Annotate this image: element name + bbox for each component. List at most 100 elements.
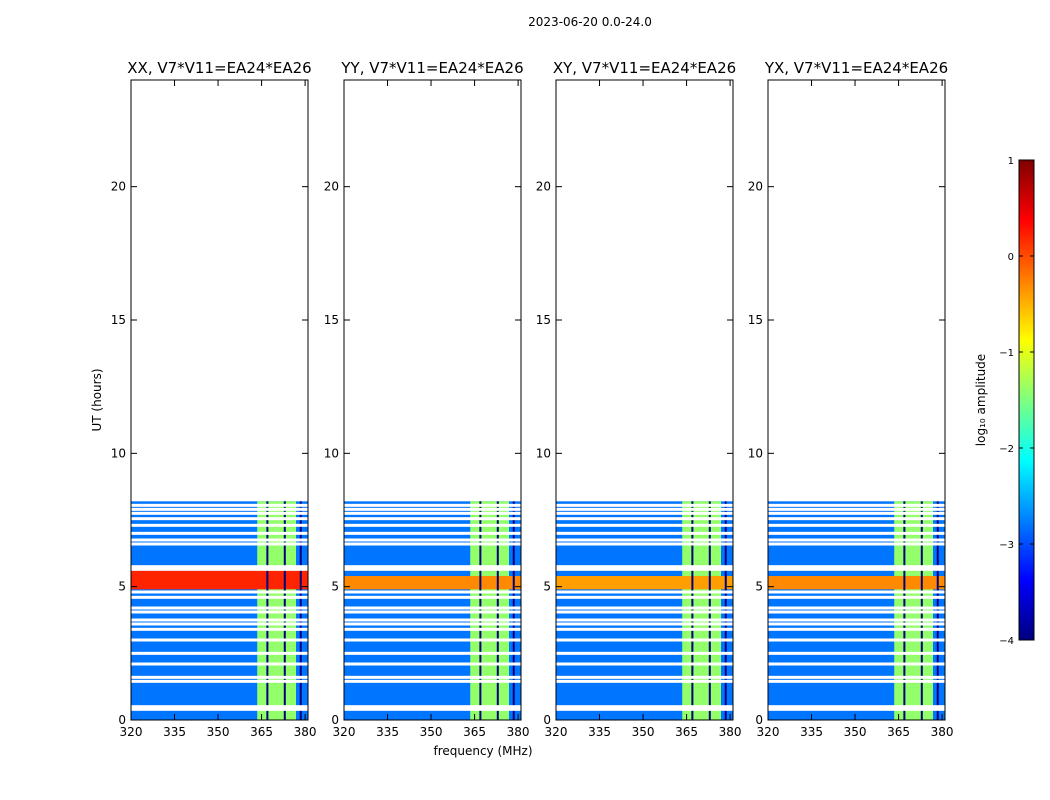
heatmap-peak-band [344,576,521,590]
flagged-row [344,567,521,571]
flagged-row [556,595,733,599]
flagged-row [768,517,945,521]
plot-frame [555,79,734,721]
y-tick-label: 0 [118,713,126,727]
y-tick-label: 0 [543,713,551,727]
flagged-row [131,595,308,599]
heatmap-peak-band [131,570,308,590]
x-tick-label: 380 [931,725,954,739]
flagged-row [131,679,308,683]
flagged-row [344,517,521,521]
flagged-row [768,610,945,614]
x-tick-label: 335 [376,725,399,739]
flagged-row [131,503,308,507]
flagged-row [344,610,521,614]
flagged-row [556,565,733,569]
flagged-row [556,531,733,535]
flagged-row [344,503,521,507]
colorbar-tick-label: −3 [999,540,1014,551]
colorbar-tick-label: 0 [1008,252,1014,263]
flagged-row [556,503,733,507]
x-tick-label: 350 [844,725,867,739]
y-tick-label: 5 [755,580,763,594]
flagged-row [131,517,308,521]
panels-group: XX, V7*V11=EA24*EA26 0 5 10 15 20 320 335 350 365… [111,59,954,739]
flagged-row [344,606,521,610]
panel-1: XX, V7*V11=EA24*EA26 0 5 10 15 20 320 335 350 365… [111,59,317,739]
flagged-row [344,707,521,711]
flagged-row [556,679,733,683]
flagged-row [768,622,945,626]
flagged-row [131,590,308,594]
flagged-row [556,606,733,610]
flagged-row [768,618,945,622]
y-tick-label: 20 [748,180,763,194]
panel-2: YY, V7*V11=EA24*EA26 0 5 10 15 20 320 335 350 365… [324,59,530,739]
plot-frame [130,79,309,721]
y-tick-label: 20 [536,180,551,194]
flagged-row [556,542,733,546]
y-tick-label: 0 [331,713,339,727]
y-tick-label: 15 [536,313,551,327]
x-tick-label: 380 [294,725,317,739]
y-tick-label: 15 [324,313,339,327]
flagged-row [344,651,521,655]
x-tick-label: 320 [333,725,356,739]
colorbar-label: log₁₀ amplitude [974,354,988,446]
x-tick-label: 350 [632,725,655,739]
flagged-row [556,675,733,679]
flagged-row [344,622,521,626]
x-tick-label: 320 [545,725,568,739]
flagged-row [768,638,945,642]
x-tick-label: 365 [887,725,910,739]
flagged-row [556,511,733,515]
flagged-row [131,651,308,655]
x-tick-label: 365 [250,725,273,739]
colorbar: 1 0 −1 −2 −3 −4 [999,156,1035,647]
colorbar-gradient [1018,159,1035,641]
flagged-row [768,606,945,610]
x-axis-label: frequency (MHz) [433,744,532,758]
y-tick-label: 5 [331,580,339,594]
x-tick-label: 380 [719,725,742,739]
flagged-row [556,590,733,594]
colorbar-tick-label: 1 [1008,156,1014,167]
flagged-row [131,618,308,622]
flagged-row [131,538,308,542]
y-tick-label: 10 [324,446,339,460]
flagged-row [556,517,733,521]
figure-suptitle: 2023-06-20 0.0-24.0 [528,15,652,29]
flagged-row [768,627,945,631]
flagged-row [131,511,308,515]
flagged-row [768,679,945,683]
flagged-row [131,531,308,535]
flagged-row [768,565,945,569]
x-tick-label: 335 [588,725,611,739]
heatmap-peak-band [556,576,733,590]
flagged-row [131,542,308,546]
y-axis-label: UT (hours) [90,368,104,431]
flagged-row [768,507,945,511]
x-tick-label: 350 [420,725,443,739]
flagged-row [131,638,308,642]
colorbar-tick-label: −4 [999,636,1014,647]
x-tick-label: 335 [800,725,823,739]
flagged-row [344,705,521,709]
flagged-row [556,622,733,626]
plot-frame [343,79,522,721]
flagged-row [768,675,945,679]
panel-title: YX, V7*V11=EA24*EA26 [764,59,948,77]
flagged-row [344,638,521,642]
flagged-row [344,542,521,546]
flagged-row [768,531,945,535]
flagged-row [768,590,945,594]
flagged-row [556,538,733,542]
flagged-row [344,531,521,535]
x-tick-label: 335 [163,725,186,739]
panel-title: XX, V7*V11=EA24*EA26 [127,59,311,77]
flagged-row [131,610,308,614]
flagged-row [556,705,733,709]
flagged-row [344,590,521,594]
flagged-row [768,707,945,711]
y-tick-label: 10 [748,446,763,460]
